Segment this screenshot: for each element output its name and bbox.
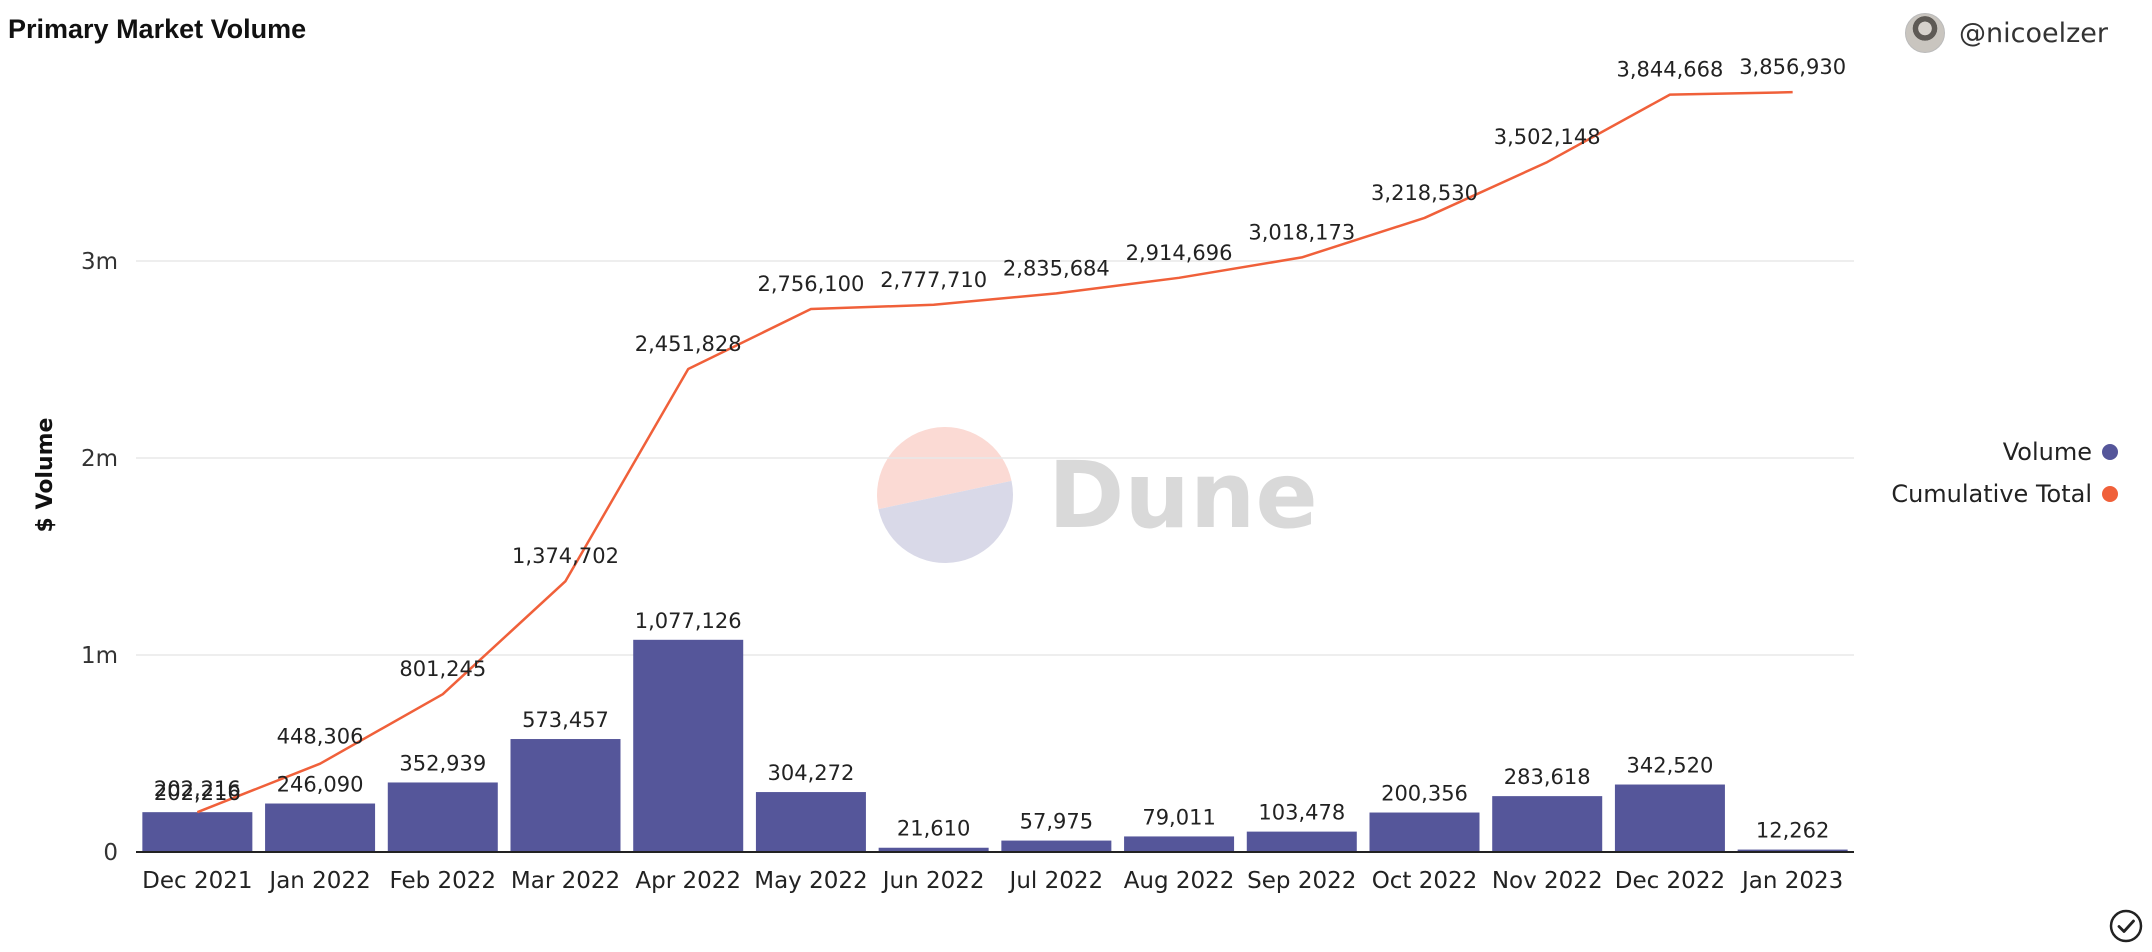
watermark-logo-bottom [878, 480, 1013, 563]
bar-data-label: 1,077,126 [635, 609, 742, 633]
bar [510, 739, 621, 852]
avatar [1905, 13, 1946, 53]
legend-label-cumulative: Cumulative Total [1891, 480, 2092, 508]
bar [1737, 849, 1848, 852]
bar [1369, 812, 1480, 852]
bar [633, 639, 744, 852]
bar [1246, 831, 1357, 852]
bar-data-label: 283,618 [1504, 765, 1591, 789]
bar [387, 782, 498, 852]
line-data-label: 2,451,828 [635, 332, 742, 356]
y-tick-label: 2m [81, 446, 118, 472]
line-data-label: 202,216 [154, 777, 241, 801]
x-tick-label: Dec 2021 [142, 868, 252, 894]
dune-watermark: Dune [877, 426, 1318, 563]
legend-item-volume[interactable]: Volume [2003, 438, 2118, 466]
bar [1001, 840, 1112, 852]
legend-item-cumulative[interactable]: Cumulative Total [1891, 480, 2118, 508]
y-tick-label: 3m [81, 249, 118, 275]
bar-data-label: 246,090 [277, 773, 364, 797]
bar [1614, 784, 1725, 852]
x-tick-label: Oct 2022 [1372, 868, 1478, 894]
bar [878, 847, 989, 852]
line-data-label: 801,245 [399, 657, 486, 681]
line-data-label: 2,835,684 [1003, 256, 1110, 280]
bar [1492, 796, 1603, 852]
author-badge[interactable]: @nicoelzer [1905, 12, 2108, 54]
bar-data-label: 342,520 [1627, 754, 1714, 778]
chart-title: Primary Market Volume [8, 14, 307, 44]
check-circle-icon[interactable] [2108, 908, 2144, 944]
legend-dot-cumulative [2102, 486, 2118, 502]
line-data-label: 3,502,148 [1494, 125, 1601, 149]
bar-data-label: 352,939 [399, 751, 486, 775]
x-tick-label: Aug 2022 [1124, 868, 1235, 894]
line-data-label: 448,306 [277, 725, 364, 749]
line-data-label: 3,856,930 [1739, 55, 1846, 79]
x-tick-label: Feb 2022 [389, 868, 496, 894]
bar-data-label: 21,610 [897, 817, 970, 841]
x-tick-label: Nov 2022 [1492, 868, 1603, 894]
legend: Volume Cumulative Total [1891, 438, 2118, 508]
cumulative-line [196, 90, 1793, 814]
bar-data-label: 103,478 [1258, 801, 1345, 825]
line-data-label: 1,374,702 [512, 544, 619, 568]
bar-data-label: 573,457 [522, 708, 609, 732]
watermark-text: Dune [1048, 442, 1318, 549]
line-data-label: 3,018,173 [1248, 220, 1355, 244]
bar-data-label: 12,262 [1756, 819, 1829, 843]
bar-data-label: 57,975 [1020, 810, 1093, 834]
watermark-logo-top [877, 426, 1012, 510]
line-data-label: 2,777,710 [880, 268, 987, 292]
line-data-label: 2,914,696 [1126, 241, 1233, 265]
bar [142, 812, 253, 852]
bar-data-label: 202,216 [154, 781, 241, 805]
line-data-label: 3,218,530 [1371, 181, 1478, 205]
bar-data-label: 304,272 [768, 761, 855, 785]
x-tick-label: Jan 2023 [1740, 868, 1843, 894]
line-data-label: 2,756,100 [757, 272, 864, 296]
legend-dot-volume [2102, 444, 2118, 460]
x-tick-label: May 2022 [754, 868, 867, 894]
x-tick-label: Jan 2022 [267, 868, 370, 894]
bar-data-label: 79,011 [1142, 805, 1215, 829]
bar-data-label: 200,356 [1381, 782, 1468, 806]
line-data-label: 3,844,668 [1616, 58, 1723, 82]
bar [265, 803, 376, 852]
legend-label-volume: Volume [2002, 438, 2092, 466]
bar [1124, 836, 1235, 852]
y-tick-label: 1m [81, 643, 118, 669]
x-tick-label: Jul 2022 [1008, 868, 1104, 894]
x-tick-label: Mar 2022 [511, 868, 620, 894]
y-tick-label: 0 [103, 840, 118, 866]
x-tick-label: Apr 2022 [635, 868, 741, 894]
x-tick-label: Sep 2022 [1247, 868, 1356, 894]
x-tick-label: Jun 2022 [881, 868, 985, 894]
bar [755, 792, 866, 852]
author-name: @nicoelzer [1959, 17, 2108, 49]
x-tick-label: Dec 2022 [1615, 868, 1725, 894]
y-axis-label: $ Volume [33, 418, 58, 533]
